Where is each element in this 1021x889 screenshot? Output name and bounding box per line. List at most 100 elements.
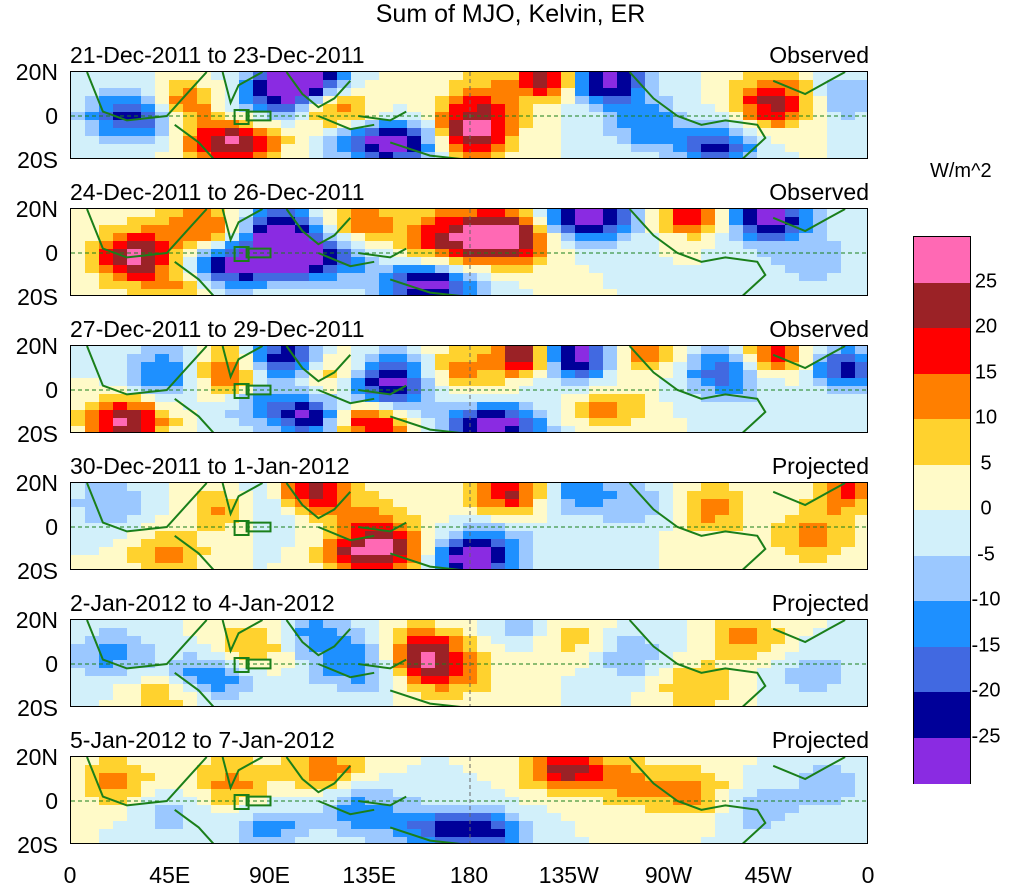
field-cell [603,837,618,843]
field-cell [617,88,632,97]
field-cell [603,531,618,540]
field-cell [323,281,338,290]
field-cell [701,144,716,153]
field-cell [715,644,730,653]
field-cell [477,346,492,355]
field-cell [85,346,100,355]
field-cell [617,394,632,403]
field-cell [127,152,142,158]
field-cell [113,72,128,81]
field-cell [715,426,730,432]
field-cell [491,136,506,145]
field-cell [71,692,86,701]
field-cell [491,257,506,266]
field-cell [687,136,702,145]
field-cell [659,72,674,81]
field-cell [351,273,366,282]
field-cell [533,539,548,548]
field-cell [337,483,352,492]
field-cell [659,136,674,145]
field-cell [701,781,716,790]
field-cell [785,225,800,234]
field-cell [799,289,814,295]
field-cell [85,394,100,403]
colorbar-label: 15 [974,361,998,383]
field-cell [435,257,450,266]
field-cell [799,668,814,677]
field-cell [715,265,730,274]
field-cell [505,265,520,274]
field-cell [533,120,548,129]
field-cell [673,636,688,645]
field-cell [855,765,867,774]
field-cell [85,692,100,701]
field-cell [169,652,184,661]
field-cell [183,257,198,266]
field-cell [743,692,758,701]
field-cell [547,104,562,113]
field-cell [127,620,142,629]
field-cell [421,265,436,274]
field-cell [519,765,534,774]
field-cell [505,684,520,693]
field-cell [99,152,114,158]
field-cell [547,813,562,822]
field-cell [85,829,100,838]
field-cell [505,80,520,89]
field-cell [197,72,212,81]
field-cell [323,539,338,548]
field-cell [463,692,478,701]
field-cell [99,136,114,145]
field-cell [295,233,310,242]
field-cell [631,136,646,145]
field-cell [463,555,478,564]
field-cell [337,281,352,290]
field-cell [169,692,184,701]
field-cell [169,539,184,548]
field-cell [183,370,198,379]
field-cell [743,821,758,830]
field-cell [673,805,688,814]
field-cell [519,257,534,266]
field-cell [85,837,100,843]
field-cell [589,652,604,661]
field-cell [281,821,296,830]
field-cell [785,217,800,226]
field-cell [211,805,226,814]
field-cell [645,636,660,645]
field-cell [169,813,184,822]
field-cell [659,757,674,766]
field-cell [631,289,646,295]
field-cell [743,217,758,226]
field-cell [183,233,198,242]
field-cell [463,410,478,419]
field-cell [729,813,744,822]
field-cell [323,241,338,250]
field-cell [197,636,212,645]
field-cell [85,515,100,524]
field-cell [491,507,506,516]
field-cell [127,80,142,89]
field-cell [701,426,716,432]
map-panel [70,71,868,159]
field-cell [533,217,548,226]
field-cell [813,257,828,266]
field-cell [855,539,867,548]
field-cell [771,281,786,290]
field-cell [113,96,128,105]
field-cell [183,378,198,387]
field-cell [659,547,674,556]
field-cell [85,821,100,830]
field-cell [449,225,464,234]
field-cell [491,354,506,363]
field-cell [673,789,688,798]
field-cell [225,402,240,411]
field-cell [827,644,842,653]
field-cell [729,370,744,379]
field-cell [659,684,674,693]
field-cell [785,72,800,81]
field-cell [253,346,268,355]
field-cell [169,821,184,830]
field-cell [435,821,450,830]
field-cell [561,620,576,629]
